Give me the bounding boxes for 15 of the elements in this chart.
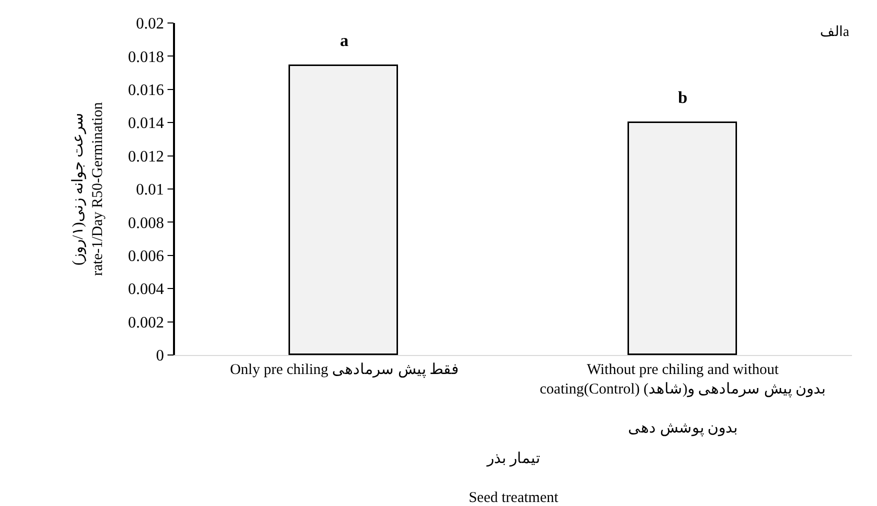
y-tick-label: 0.018 — [128, 48, 164, 66]
y-tick-label: 0.014 — [128, 115, 164, 132]
y-tick-label: 0.002 — [128, 314, 164, 332]
annotation: a — [340, 31, 349, 50]
y-tick-label: 0.012 — [128, 148, 164, 166]
annotation: الفa — [820, 25, 850, 40]
y-tick-label: 0.008 — [128, 214, 164, 232]
y-tick-label: 0 — [156, 348, 164, 365]
y-tick-label: 0.016 — [128, 82, 164, 99]
y-tick-label: 0.01 — [136, 182, 164, 199]
annotation: b — [678, 88, 688, 107]
y-tick-label: 0.02 — [136, 16, 164, 33]
y-tick-label: 0.004 — [128, 281, 164, 298]
y-tick-label: 0.006 — [128, 248, 164, 265]
x-tick-label: Only pre chiling فقط پیش سرمادهی — [230, 362, 459, 378]
